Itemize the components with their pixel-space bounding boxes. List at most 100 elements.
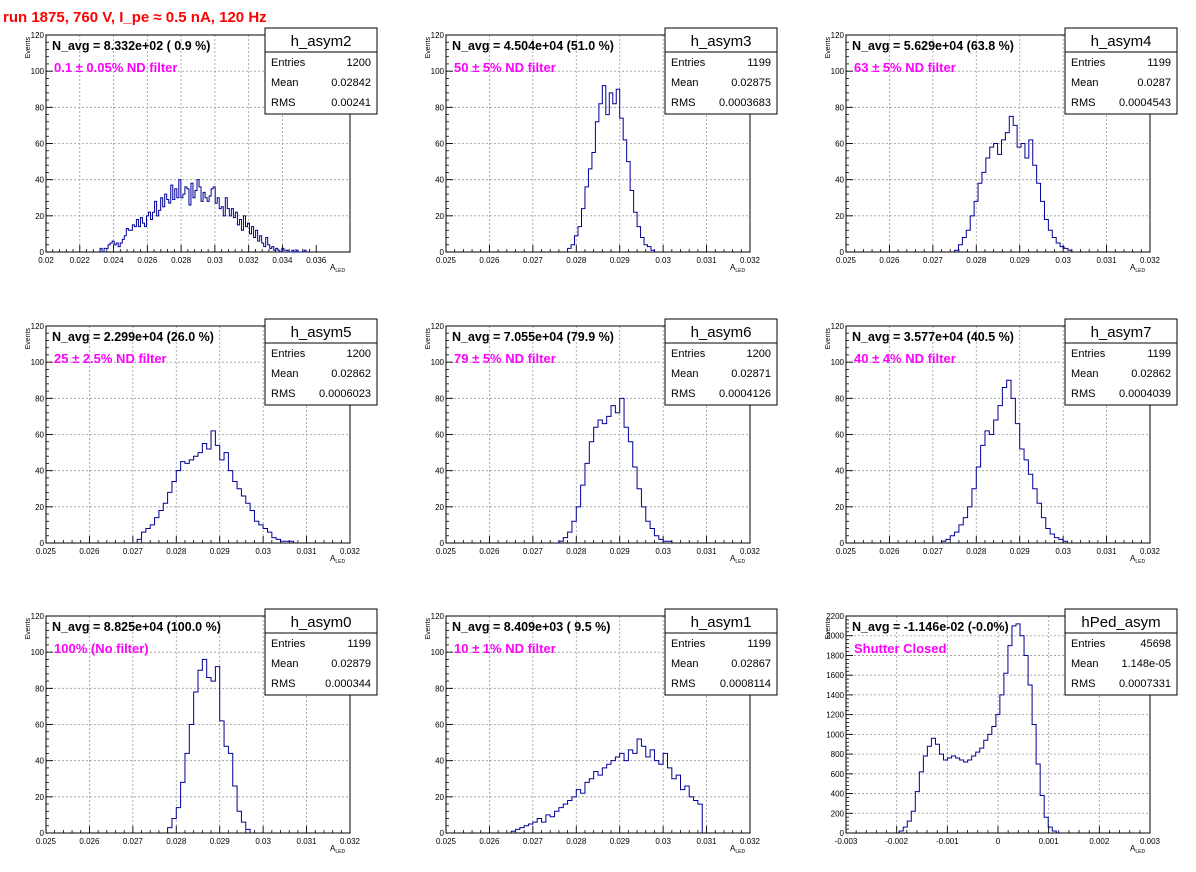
stat-label: Entries xyxy=(271,348,306,360)
stat-label: RMS xyxy=(671,97,695,109)
stat-value: 0.0004126 xyxy=(719,388,771,400)
y-tick-label: 20 xyxy=(835,503,844,512)
x-tick-label: -0.001 xyxy=(936,837,959,846)
x-axis-label-subscript: LED xyxy=(1135,559,1145,565)
stats-title-box xyxy=(264,318,378,344)
stats-box xyxy=(664,632,778,696)
y-tick-label: 60 xyxy=(435,431,444,440)
n-avg-label: N_avg = -1.146e-02 (-0.0%) xyxy=(852,620,1009,634)
x-axis-label: ALED xyxy=(330,263,345,274)
histogram-panel-h_asym1: 0.025 0.026 0.027 0.028 0.029 0.03 0.031 0.032 0… xyxy=(425,608,778,855)
y-tick-label: 80 xyxy=(835,394,844,403)
y-tick-label: 1400 xyxy=(826,691,844,700)
stats-box xyxy=(264,51,378,115)
y-tick-label: 120 xyxy=(31,322,45,331)
y-tick-label: 120 xyxy=(31,31,45,40)
stat-value: 1200 xyxy=(747,348,771,360)
x-tick-label: 0.026 xyxy=(479,256,500,265)
y-tick-label: 800 xyxy=(831,750,845,759)
stat-label: Entries xyxy=(671,638,706,650)
y-tick-label: 600 xyxy=(831,770,845,779)
x-tick-label: 0.025 xyxy=(36,547,57,556)
y-axis-label: Events xyxy=(25,328,32,350)
y-tick-label: 20 xyxy=(435,503,444,512)
y-axis-label: Events xyxy=(825,618,832,640)
x-tick-label: 0.028 xyxy=(171,256,192,265)
stat-value: 0.02875 xyxy=(731,77,771,89)
x-tick-label: 0.027 xyxy=(123,547,144,556)
y-tick-label: 100 xyxy=(31,67,45,76)
y-tick-label: 80 xyxy=(835,103,844,112)
x-tick-label: 0.026 xyxy=(479,547,500,556)
histogram-name: h_asym3 xyxy=(691,33,752,50)
x-tick-label: 0.031 xyxy=(1097,547,1118,556)
x-tick-label: 0.028 xyxy=(166,837,187,846)
histogram-outline xyxy=(941,379,1068,543)
y-tick-label: 0 xyxy=(840,539,845,548)
x-tick-label: 0.026 xyxy=(137,256,158,265)
y-tick-label: 100 xyxy=(431,648,445,657)
x-axis-label: ALED xyxy=(730,844,745,855)
x-tick-label: 0.03 xyxy=(207,256,223,265)
stats-box xyxy=(664,51,778,115)
histogram-name: h_asym7 xyxy=(1091,324,1152,341)
n-avg-label: N_avg = 8.825e+04 (100.0 %) xyxy=(52,620,221,634)
y-tick-label: 40 xyxy=(35,467,44,476)
y-tick-label: 1000 xyxy=(826,730,844,739)
histogram-panel-h_asym0: 0.025 0.026 0.027 0.028 0.029 0.03 0.031 0.032 0… xyxy=(25,608,378,855)
stats-title-box xyxy=(264,27,378,53)
n-avg-label: N_avg = 8.409e+03 ( 9.5 %) xyxy=(452,620,610,634)
histogram-outline xyxy=(510,738,703,833)
y-tick-label: 20 xyxy=(835,212,844,221)
x-tick-label: 0.032 xyxy=(740,256,761,265)
stat-value: 1199 xyxy=(347,638,371,650)
x-tick-label: 0.002 xyxy=(1089,837,1110,846)
stat-value: 1199 xyxy=(747,57,771,69)
x-tick-label: 0.028 xyxy=(566,837,587,846)
x-axis-label: ALED xyxy=(730,554,745,565)
y-tick-label: 0 xyxy=(440,248,445,257)
x-tick-label: 0.03 xyxy=(1055,256,1071,265)
stat-value: 1200 xyxy=(347,348,371,360)
stats-box xyxy=(264,632,378,696)
y-axis-label: Events xyxy=(825,37,832,59)
filter-label: 100% (No filter) xyxy=(54,641,149,656)
x-tick-label: 0.034 xyxy=(272,256,293,265)
y-tick-label: 40 xyxy=(435,176,444,185)
x-tick-label: 0.032 xyxy=(1140,256,1161,265)
y-tick-label: 40 xyxy=(435,757,444,766)
stat-label: Entries xyxy=(1071,57,1106,69)
stat-label: Entries xyxy=(1071,348,1106,360)
x-tick-label: 0.03 xyxy=(655,256,671,265)
y-tick-label: 80 xyxy=(435,103,444,112)
stat-label: Entries xyxy=(1071,638,1106,650)
y-tick-label: 60 xyxy=(435,140,444,149)
x-axis-label-subscript: LED xyxy=(735,849,745,855)
stat-value: 45698 xyxy=(1140,638,1171,650)
x-tick-label: 0.024 xyxy=(104,256,125,265)
x-axis-label-subscript: LED xyxy=(1135,849,1145,855)
x-tick-label: 0.025 xyxy=(436,547,457,556)
histogram-panel-h_asym4: 0.025 0.026 0.027 0.028 0.029 0.03 0.031 0.032 0… xyxy=(825,27,1178,274)
filter-label: 10 ± 1% ND filter xyxy=(454,641,556,656)
stat-label: RMS xyxy=(671,388,695,400)
y-tick-label: 120 xyxy=(31,612,45,621)
stat-label: RMS xyxy=(1071,97,1095,109)
y-tick-label: 60 xyxy=(435,721,444,730)
x-tick-label: 0.025 xyxy=(436,837,457,846)
y-tick-label: 60 xyxy=(35,721,44,730)
x-axis-label: ALED xyxy=(730,263,745,274)
x-axis-label: ALED xyxy=(330,844,345,855)
x-tick-label: 0.027 xyxy=(523,837,544,846)
y-tick-label: 20 xyxy=(35,503,44,512)
x-axis-label-subscript: LED xyxy=(1135,268,1145,274)
y-tick-label: 100 xyxy=(831,358,845,367)
x-tick-label: 0.029 xyxy=(610,837,631,846)
n-avg-label: N_avg = 4.504e+04 (51.0 %) xyxy=(452,39,614,53)
stat-value: 0.02862 xyxy=(1131,368,1171,380)
x-tick-label: 0.036 xyxy=(306,256,327,265)
x-tick-label: 0.025 xyxy=(436,256,457,265)
n-avg-label: N_avg = 8.332e+02 ( 0.9 %) xyxy=(52,39,210,53)
y-tick-label: 100 xyxy=(431,67,445,76)
x-tick-label: 0.027 xyxy=(923,256,944,265)
